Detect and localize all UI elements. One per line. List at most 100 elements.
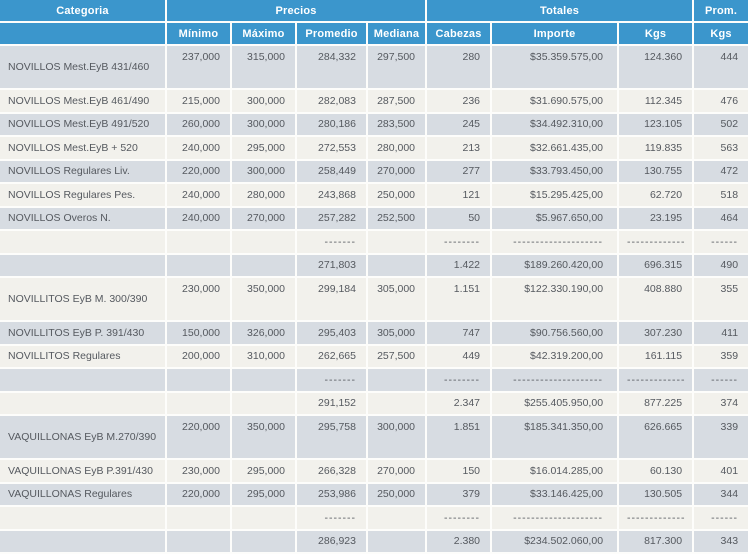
cell-amount: $31.690.575,00 (492, 90, 620, 114)
cell-amount: $5.967.650,00 (492, 207, 620, 231)
cell-kgs: 130.755 (619, 160, 695, 184)
cell-heads: 449 (427, 345, 493, 369)
cell-avg: 295,403 (297, 322, 368, 346)
cell-median: 287,500 (368, 90, 428, 114)
data-row: VAQUILLONAS Regulares 220,000 295,000 253,9… (0, 483, 748, 507)
cell-median: 270,000 (368, 160, 428, 184)
cell-avg: 291,152 (297, 392, 368, 416)
cell-median: 305,000 (368, 278, 428, 322)
cell-avg: 271,803 (297, 254, 368, 278)
cell-heads: 50 (427, 207, 493, 231)
cell-min (167, 507, 232, 531)
col-header-promedio: Promedio (297, 23, 368, 46)
header-group-row: Categoria Precios Totales Prom. (0, 0, 748, 23)
cell-min: 240,000 (167, 184, 232, 208)
separator-row: ------- -------- -------------------- -----… (0, 369, 748, 393)
cell-avg-kgs: 563 (694, 137, 748, 161)
cell-min (167, 231, 232, 255)
cell-amount: $90.756.560,00 (492, 322, 620, 346)
cell-heads: -------- (427, 369, 493, 393)
cell-avg-kgs: 343 (694, 530, 748, 554)
col-header-cabezas: Cabezas (427, 23, 493, 46)
cell-max: 300,000 (232, 160, 297, 184)
cell-max (232, 507, 297, 531)
cell-median (368, 507, 428, 531)
cell-max: 326,000 (232, 322, 297, 346)
cell-median: 300,000 (368, 416, 428, 460)
cell-avg: 282,083 (297, 90, 368, 114)
cell-max: 350,000 (232, 416, 297, 460)
cell-min: 240,000 (167, 207, 232, 231)
cell-avg-kgs: 464 (694, 207, 748, 231)
cell-max: 350,000 (232, 278, 297, 322)
cell-heads: 1.151 (427, 278, 493, 322)
cell-amount: $189.260.420,00 (492, 254, 620, 278)
cell-min: 150,000 (167, 322, 232, 346)
cell-avg-kgs: 339 (694, 416, 748, 460)
col-header-importe: Importe (492, 23, 620, 46)
cell-heads: 1.851 (427, 416, 493, 460)
cell-median (368, 231, 428, 255)
col-header-mediana: Mediana (368, 23, 428, 46)
cell-amount: $16.014.285,00 (492, 460, 620, 484)
cell-avg-kgs: ------ (694, 231, 748, 255)
cell-heads: 213 (427, 137, 493, 161)
cell-avg: 295,758 (297, 416, 368, 460)
separator-row: ------- -------- -------------------- -----… (0, 231, 748, 255)
cell-median (368, 254, 428, 278)
cell-median: 252,500 (368, 207, 428, 231)
data-row: VAQUILLONAS EyB M.270/390 220,000 350,000 2… (0, 416, 748, 460)
cell-kgs: 62.720 (619, 184, 695, 208)
cell-min (167, 392, 232, 416)
cell-heads: -------- (427, 231, 493, 255)
cell-min: 220,000 (167, 416, 232, 460)
data-row: NOVILLOS Mest.EyB 431/460 237,000 315,000 2… (0, 46, 748, 90)
cell-min: 230,000 (167, 278, 232, 322)
cell-heads: 121 (427, 184, 493, 208)
cell-heads: 379 (427, 483, 493, 507)
cell-max (232, 530, 297, 554)
cell-avg: 258,449 (297, 160, 368, 184)
cell-category (0, 392, 167, 416)
subtotal-row: 291,152 2.347 $255.405.950,00 877.225 374 (0, 392, 748, 416)
cell-median (368, 392, 428, 416)
cell-kgs: ------------- (619, 369, 695, 393)
separator-row: ------- -------- -------------------- -----… (0, 507, 748, 531)
cell-max: 315,000 (232, 46, 297, 90)
cell-category (0, 530, 167, 554)
cell-amount: $32.661.435,00 (492, 137, 620, 161)
cell-avg: ------- (297, 369, 368, 393)
cell-max: 300,000 (232, 113, 297, 137)
cell-min: 240,000 (167, 137, 232, 161)
cell-category (0, 254, 167, 278)
cell-avg: 272,553 (297, 137, 368, 161)
cell-heads: 747 (427, 322, 493, 346)
cell-avg: 243,868 (297, 184, 368, 208)
cell-amount: -------------------- (492, 231, 620, 255)
cell-heads: 1.422 (427, 254, 493, 278)
cell-kgs: 60.130 (619, 460, 695, 484)
cell-kgs: 161.115 (619, 345, 695, 369)
col-header-prom-kgs: Kgs (694, 23, 748, 46)
cell-min (167, 254, 232, 278)
table-header: Categoria Precios Totales Prom. Mínimo M… (0, 0, 748, 46)
cell-median: 250,000 (368, 483, 428, 507)
cell-avg-kgs: ------ (694, 369, 748, 393)
cell-avg-kgs: 490 (694, 254, 748, 278)
cell-category: VAQUILLONAS EyB M.270/390 (0, 416, 167, 460)
cell-min: 220,000 (167, 160, 232, 184)
cell-avg-kgs: 444 (694, 46, 748, 90)
data-row: NOVILLOS Mest.EyB + 520 240,000 295,000 272… (0, 137, 748, 161)
cell-avg-kgs: 411 (694, 322, 748, 346)
cell-amount: $122.330.190,00 (492, 278, 620, 322)
cell-amount: $35.359.575,00 (492, 46, 620, 90)
cell-category: NOVILLOS Mest.EyB + 520 (0, 137, 167, 161)
cell-kgs: 877.225 (619, 392, 695, 416)
cell-min: 230,000 (167, 460, 232, 484)
col-header-maximo: Máximo (232, 23, 297, 46)
col-header-kgs: Kgs (619, 23, 695, 46)
cell-avg-kgs: 374 (694, 392, 748, 416)
col-header-minimo: Mínimo (167, 23, 232, 46)
cell-avg: ------- (297, 231, 368, 255)
header-sub-row: Mínimo Máximo Promedio Mediana Cabezas I… (0, 23, 748, 46)
